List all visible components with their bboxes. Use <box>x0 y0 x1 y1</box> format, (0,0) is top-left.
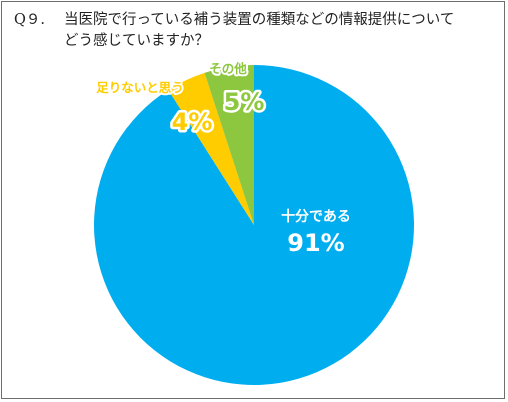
question-title: Q９. 当医院で行っている補う装置の種類などの情報提供について どう感じていますか… <box>14 10 494 52</box>
question-title-line2: どう感じていますか？ <box>14 31 494 52</box>
question-title-line1: Q９. 当医院で行っている補う装置の種類などの情報提供について <box>14 10 494 31</box>
question-text-line2: どう感じていますか？ <box>64 33 209 49</box>
question-text-line1: 当医院で行っている補う装置の種類などの情報提供について <box>64 12 455 28</box>
slice-value-insufficient: 4% <box>172 108 213 136</box>
slice-label-other: その他 <box>209 61 247 76</box>
slice-label-sufficient: 十分である <box>281 208 351 225</box>
question-number: Q９. <box>14 12 45 28</box>
slice-label-insufficient: 足りないと思う <box>96 80 184 95</box>
pie-slices <box>94 65 415 385</box>
slice-value-other: 5% <box>224 88 265 116</box>
slice-sufficient <box>94 65 415 385</box>
slice-value-sufficient: 91% <box>287 229 344 257</box>
pie-labels: 十分である 91% 足りないと思う 4% その他 5% <box>94 59 351 257</box>
slice-other <box>204 65 254 225</box>
slice-insufficient <box>168 72 254 225</box>
